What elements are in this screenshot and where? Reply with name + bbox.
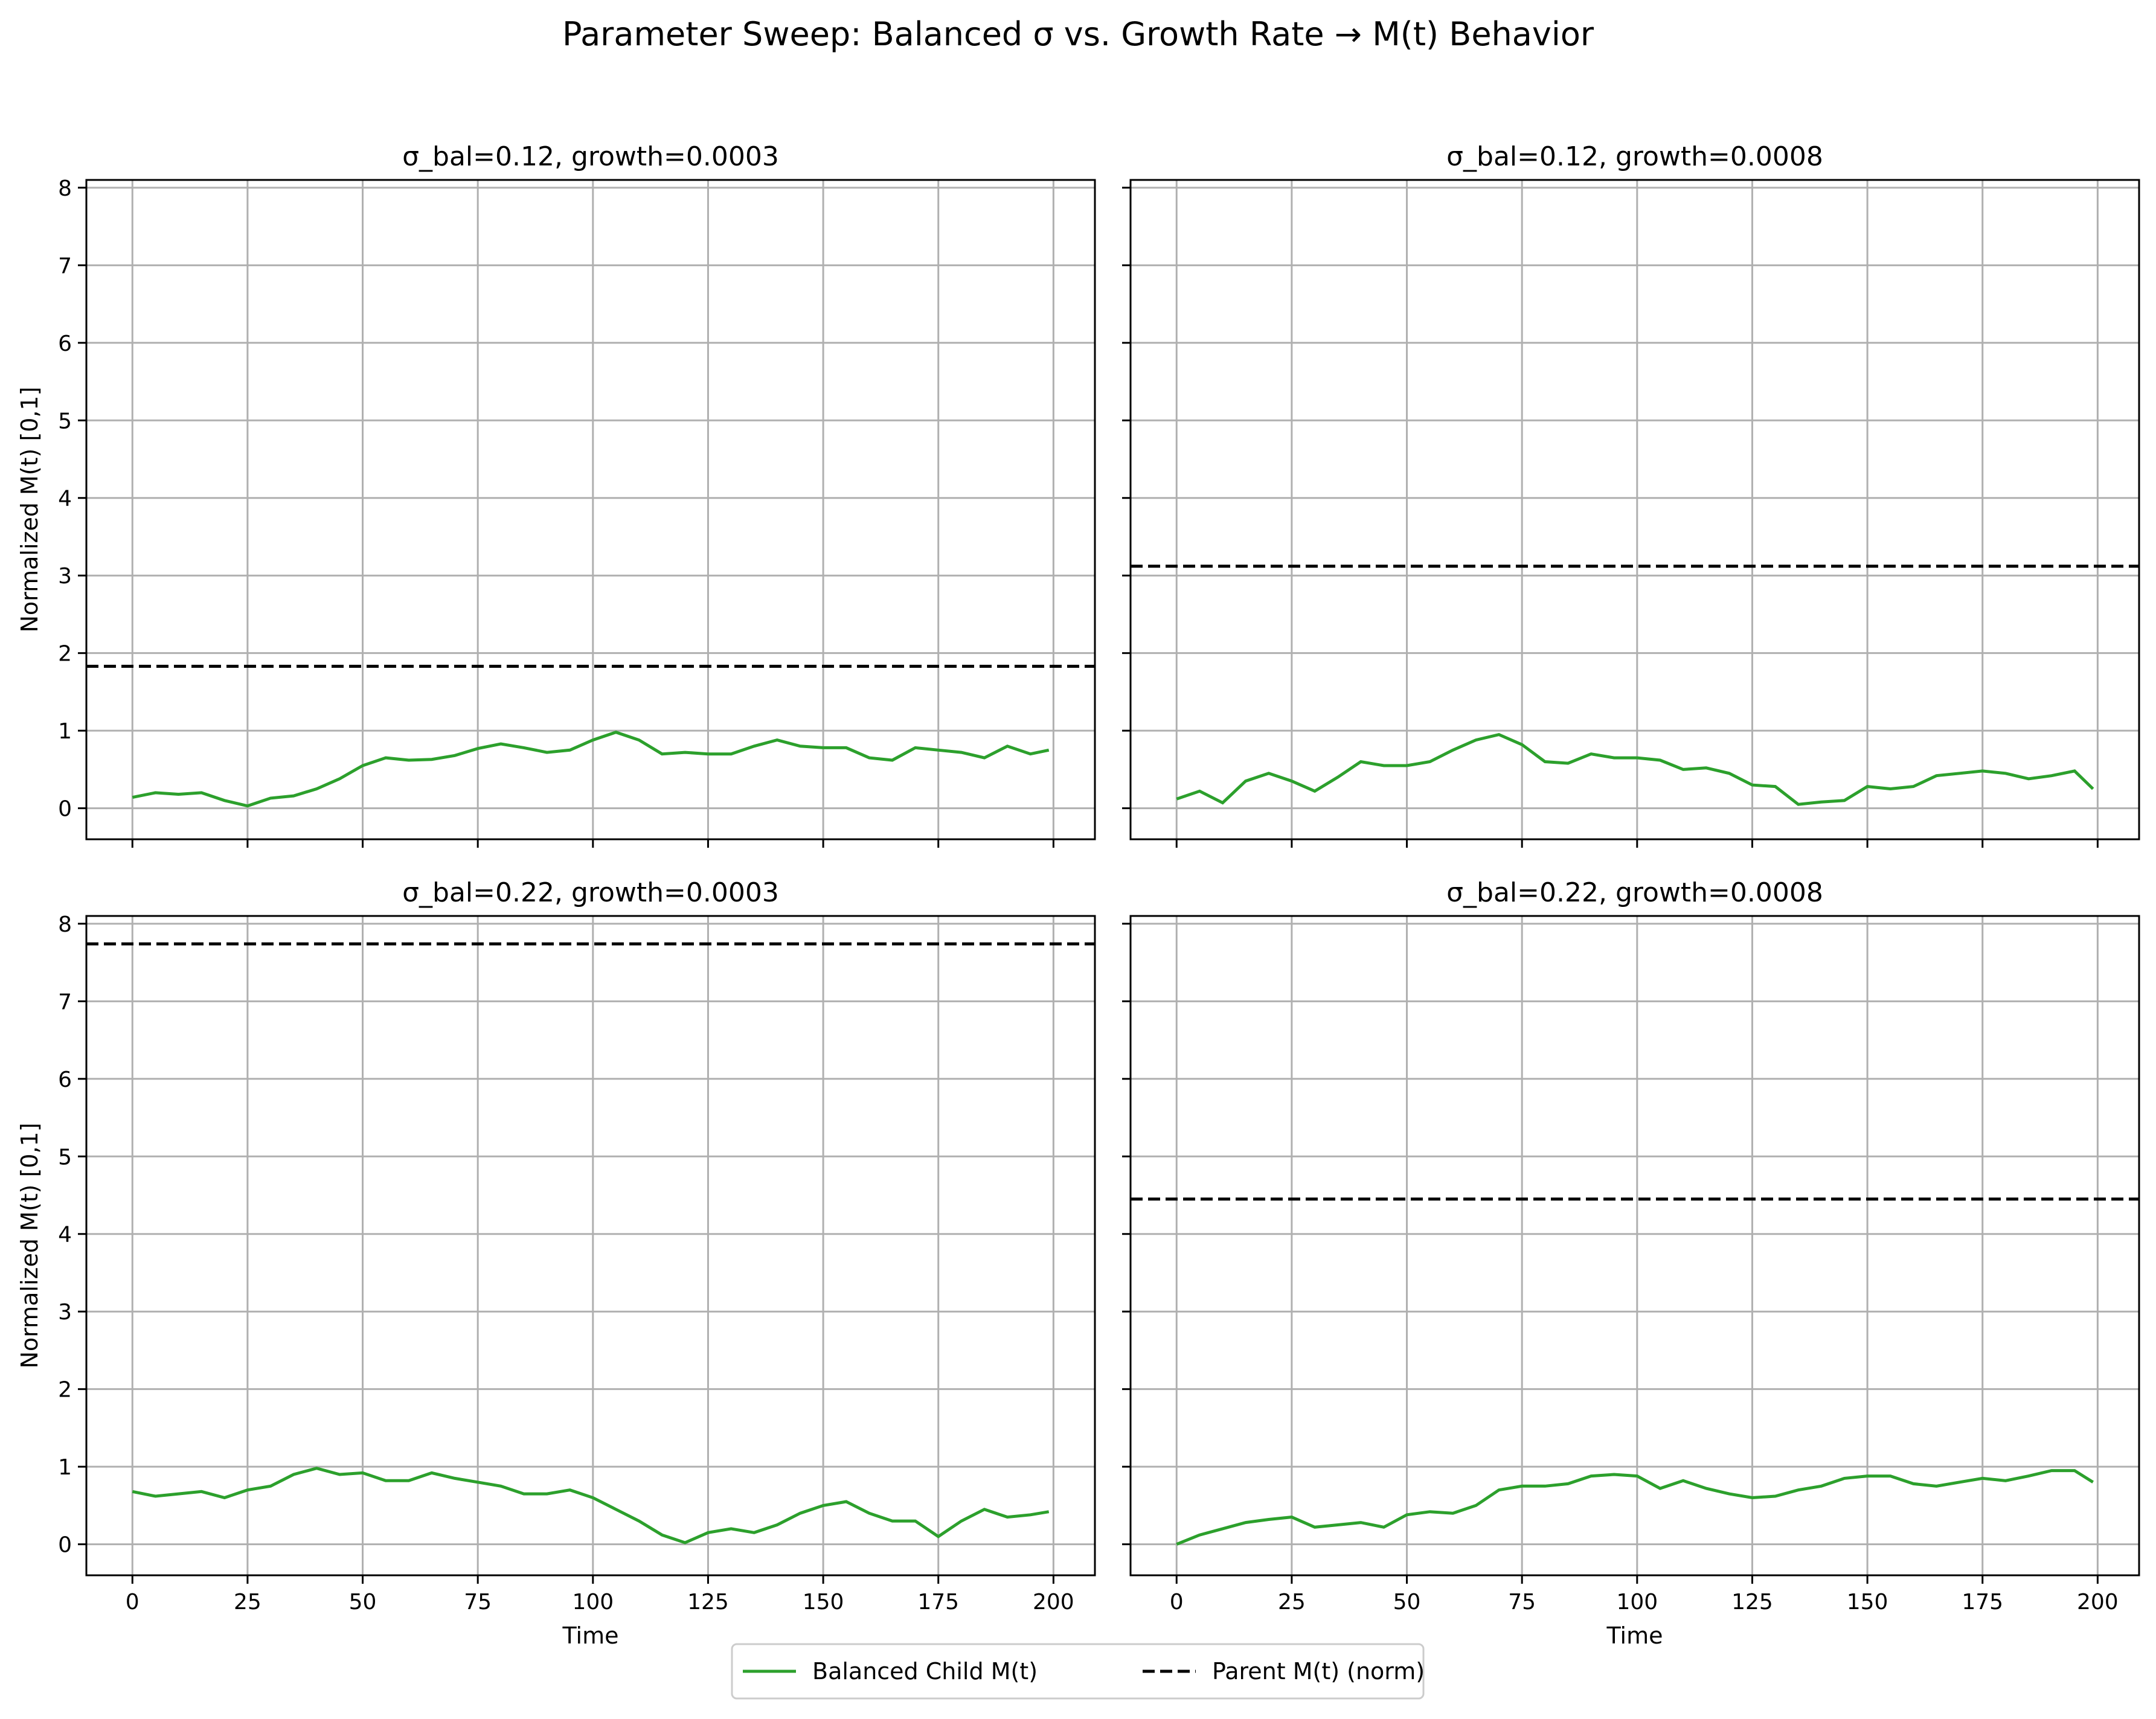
balanced-child-series-line [132, 731, 1050, 808]
y-tick-label: 7 [58, 990, 72, 1014]
subplot-title: σ_bal=0.22, growth=0.0003 [402, 877, 779, 908]
y-tick-label: 3 [58, 564, 72, 589]
x-axis-label: Time [1606, 1622, 1663, 1649]
y-tick-label: 6 [58, 1068, 72, 1092]
y-tick-label: 5 [58, 409, 72, 434]
x-tick-label: 125 [1731, 1590, 1773, 1615]
x-tick-label: 125 [687, 1590, 729, 1615]
y-tick-label: 8 [58, 912, 72, 937]
axes-frame [1129, 179, 2140, 840]
x-tick-label: 75 [464, 1590, 492, 1615]
x-tick-label: 200 [2077, 1590, 2119, 1615]
x-tick-label: 100 [572, 1590, 614, 1615]
figure-title: Parameter Sweep: Balanced σ vs. Growth R… [562, 15, 1594, 53]
y-tick-label: 8 [58, 176, 72, 201]
y-tick-label: 7 [58, 254, 72, 278]
subplot-title: σ_bal=0.12, growth=0.0003 [402, 141, 779, 172]
x-tick-label: 175 [1962, 1590, 2003, 1615]
y-tick-label: 2 [58, 642, 72, 667]
x-tick-label: 25 [1278, 1590, 1306, 1615]
y-tick-label: 3 [58, 1300, 72, 1325]
x-tick-label: 0 [126, 1590, 140, 1615]
subplot-title: σ_bal=0.12, growth=0.0008 [1446, 141, 1823, 172]
subplot-2: σ_bal=0.12, growth=0.0008 [1122, 141, 2140, 848]
subplot-3: 0 25 50 75 100 125 150 175 200 0 1 2 3 4 5 6 7 8 σ_bal=0.2… [16, 877, 1096, 1649]
x-tick-label: 75 [1508, 1590, 1536, 1615]
x-tick-label: 175 [917, 1590, 959, 1615]
legend-label-parent: Parent M(t) (norm) [1212, 1658, 1425, 1685]
subplot-title: σ_bal=0.22, growth=0.0008 [1446, 877, 1823, 908]
x-tick-label: 25 [234, 1590, 261, 1615]
legend: Balanced Child M(t) Parent M(t) (norm) [731, 1643, 1425, 1700]
x-tick-label: 50 [349, 1590, 377, 1615]
x-tick-label: 150 [1847, 1590, 1888, 1615]
y-tick-label: 2 [58, 1378, 72, 1403]
x-tick-label: 50 [1393, 1590, 1421, 1615]
axes-frame [1129, 915, 2140, 1577]
y-tick-label: 4 [58, 487, 72, 511]
y-tick-label: 6 [58, 331, 72, 356]
y-tick-label: 1 [58, 719, 72, 744]
y-axis-label: Normalized M(t) [0,1] [16, 1122, 43, 1368]
y-tick-label: 0 [58, 1533, 72, 1558]
x-tick-label: 200 [1033, 1590, 1074, 1615]
x-tick-label: 100 [1616, 1590, 1658, 1615]
balanced-child-series-line [132, 1467, 1050, 1545]
y-tick-label: 1 [58, 1455, 72, 1480]
x-axis-label: Time [562, 1622, 619, 1649]
axes-frame [85, 179, 1096, 840]
subplot-1: 0 1 2 3 4 5 6 7 8 σ_bal=0.12, growth=0.0003 Normal… [16, 141, 1096, 848]
panels: 0 1 2 3 4 5 6 7 8 σ_bal=0.12, growth=0.0003 Normal… [16, 141, 2140, 1649]
legend-label-balanced-child: Balanced Child M(t) [812, 1658, 1038, 1685]
y-axis-label: Normalized M(t) [0,1] [16, 386, 43, 632]
y-tick-label: 4 [58, 1223, 72, 1247]
balanced-child-series-line [1176, 1469, 2094, 1546]
y-tick-label: 0 [58, 797, 72, 822]
x-tick-label: 0 [1170, 1590, 1184, 1615]
subplot-4: 0 25 50 75 100 125 150 175 200 σ_bal=0.22, growth… [1122, 877, 2140, 1649]
y-tick-label: 5 [58, 1145, 72, 1170]
x-tick-label: 150 [803, 1590, 844, 1615]
balanced-child-series-line [1176, 732, 2094, 806]
axes-frame [85, 915, 1096, 1577]
legend-frame [731, 1643, 1425, 1700]
